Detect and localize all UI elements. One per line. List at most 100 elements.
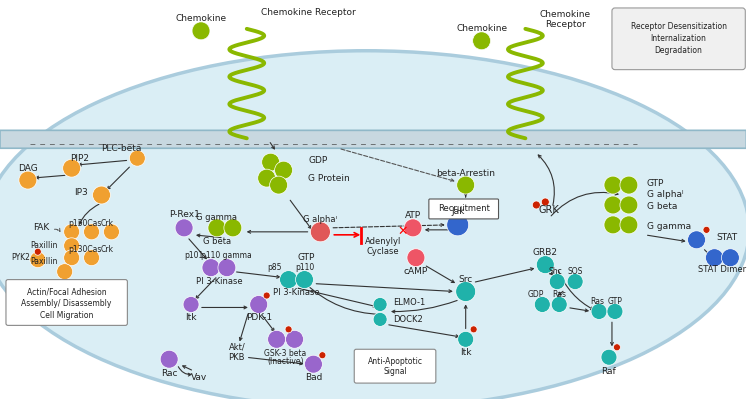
- Circle shape: [457, 176, 475, 194]
- FancyBboxPatch shape: [354, 349, 436, 383]
- Circle shape: [722, 249, 740, 267]
- Circle shape: [57, 264, 73, 280]
- Circle shape: [64, 238, 80, 254]
- Circle shape: [532, 201, 540, 209]
- Circle shape: [620, 216, 638, 234]
- Text: P-Rex1: P-Rex1: [169, 210, 200, 220]
- Circle shape: [19, 171, 37, 189]
- Text: beta-Arrestin: beta-Arrestin: [436, 169, 495, 178]
- Text: Adenylyl: Adenylyl: [365, 237, 401, 246]
- Circle shape: [274, 161, 292, 179]
- Text: Vav: Vav: [191, 373, 207, 382]
- Text: IP3: IP3: [74, 188, 88, 196]
- Text: Chemokine: Chemokine: [176, 14, 226, 23]
- Text: Chemokine Receptor: Chemokine Receptor: [261, 8, 356, 18]
- Circle shape: [458, 331, 474, 347]
- Circle shape: [604, 216, 622, 234]
- FancyBboxPatch shape: [6, 280, 128, 325]
- Circle shape: [447, 214, 469, 236]
- Circle shape: [183, 296, 199, 312]
- Circle shape: [310, 222, 330, 242]
- Text: Shc: Shc: [548, 267, 562, 276]
- Circle shape: [263, 292, 270, 299]
- Circle shape: [268, 330, 286, 348]
- Text: ELMO-1: ELMO-1: [393, 298, 425, 307]
- Circle shape: [304, 355, 322, 373]
- Text: GTP: GTP: [298, 253, 315, 262]
- Circle shape: [374, 298, 387, 312]
- Text: PI 3-Kinase: PI 3-Kinase: [196, 277, 242, 286]
- Text: Cell Migration: Cell Migration: [40, 311, 93, 320]
- Text: Cyclase: Cyclase: [367, 247, 400, 256]
- Text: PI 3-Kinase: PI 3-Kinase: [273, 288, 320, 297]
- Circle shape: [319, 352, 326, 359]
- Text: PIP2: PIP2: [70, 154, 89, 163]
- Circle shape: [270, 176, 287, 194]
- Circle shape: [30, 252, 46, 268]
- Circle shape: [262, 153, 280, 171]
- Text: Src: Src: [458, 275, 472, 284]
- Text: GDP: GDP: [308, 156, 328, 165]
- Text: Paxillin: Paxillin: [30, 257, 58, 266]
- Circle shape: [83, 224, 100, 240]
- Circle shape: [286, 330, 304, 348]
- Text: GRK: GRK: [539, 205, 560, 215]
- Circle shape: [250, 296, 268, 314]
- FancyBboxPatch shape: [612, 8, 746, 70]
- Text: p85: p85: [267, 263, 281, 272]
- Text: Receptor Desensitization: Receptor Desensitization: [631, 22, 727, 31]
- Circle shape: [620, 176, 638, 194]
- Circle shape: [534, 296, 550, 312]
- Text: p110: p110: [295, 263, 314, 272]
- Text: Receptor: Receptor: [544, 20, 586, 29]
- Circle shape: [407, 249, 425, 267]
- Circle shape: [92, 186, 110, 204]
- Circle shape: [404, 219, 422, 237]
- Text: STAT Dimer: STAT Dimer: [698, 265, 746, 274]
- Text: ✕: ✕: [398, 225, 408, 238]
- Circle shape: [604, 196, 622, 214]
- Text: p110 gamma: p110 gamma: [202, 251, 252, 260]
- Circle shape: [64, 250, 80, 266]
- Circle shape: [176, 219, 193, 237]
- Text: Recruitment: Recruitment: [438, 204, 490, 214]
- Circle shape: [129, 150, 146, 166]
- Text: Ras: Ras: [552, 290, 566, 299]
- Text: Itk: Itk: [185, 313, 196, 322]
- Text: Itk: Itk: [460, 348, 472, 357]
- Text: Crk: Crk: [101, 219, 114, 228]
- Text: GDP: GDP: [527, 290, 544, 299]
- Circle shape: [470, 326, 477, 333]
- Text: GSK-3 beta: GSK-3 beta: [265, 349, 307, 358]
- Text: Chemokine: Chemokine: [456, 24, 507, 33]
- Text: Degradation: Degradation: [655, 46, 703, 55]
- Circle shape: [620, 196, 638, 214]
- Text: Signal: Signal: [383, 367, 407, 376]
- Text: DAG: DAG: [18, 164, 38, 173]
- Circle shape: [192, 22, 210, 40]
- Circle shape: [202, 259, 220, 277]
- Circle shape: [706, 249, 724, 267]
- Text: PLC-beta: PLC-beta: [101, 144, 142, 153]
- Text: G alphaᴵ: G alphaᴵ: [646, 190, 683, 198]
- Text: ATP: ATP: [405, 212, 421, 220]
- Circle shape: [64, 224, 80, 240]
- Circle shape: [536, 256, 554, 274]
- Text: PDK-1: PDK-1: [246, 313, 272, 322]
- Circle shape: [551, 296, 567, 312]
- Text: Actin/Focal Adhesion: Actin/Focal Adhesion: [27, 287, 106, 296]
- Circle shape: [280, 271, 298, 288]
- Text: G gamma: G gamma: [196, 214, 238, 222]
- Text: DOCK2: DOCK2: [393, 315, 423, 324]
- Text: Akt/: Akt/: [229, 343, 245, 352]
- Text: Ras: Ras: [590, 297, 604, 306]
- Circle shape: [703, 226, 710, 233]
- Text: p130Cas: p130Cas: [68, 219, 101, 228]
- Circle shape: [601, 349, 617, 365]
- Text: Chemokine: Chemokine: [540, 10, 591, 20]
- Circle shape: [472, 32, 490, 50]
- Text: p130Cas: p130Cas: [68, 245, 101, 254]
- Circle shape: [83, 250, 100, 266]
- Circle shape: [258, 169, 276, 187]
- Text: Crk: Crk: [101, 245, 114, 254]
